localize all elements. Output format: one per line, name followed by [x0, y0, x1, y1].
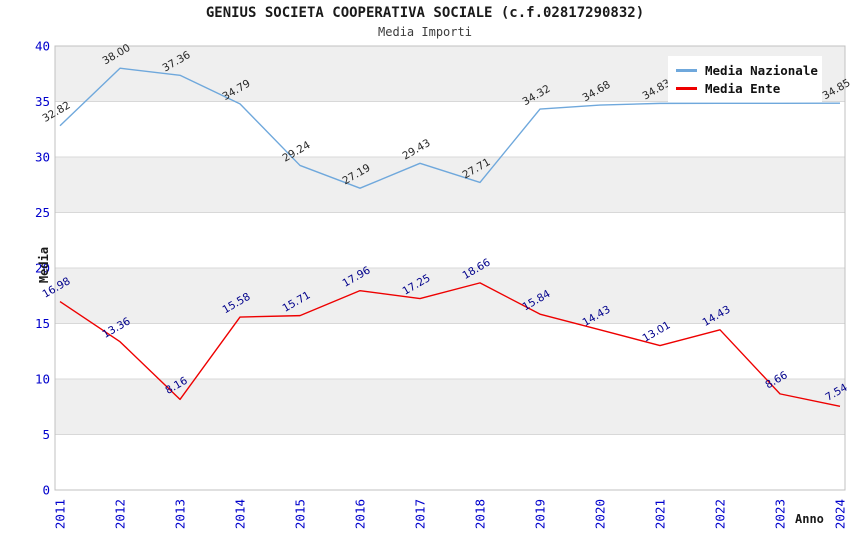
- plot-band: [55, 157, 845, 213]
- x-axis-title: Anno: [795, 512, 824, 526]
- plot-border: [54, 45, 846, 491]
- x-tick-label: 2018: [473, 499, 488, 529]
- x-tick-label: 2023: [773, 499, 788, 529]
- y-tick-label: 30: [35, 150, 50, 165]
- y-tick-label: 5: [42, 427, 50, 442]
- x-tick-label: 2013: [173, 499, 188, 529]
- y-tick-label: 35: [35, 94, 50, 109]
- y-tick-label: 25: [35, 205, 50, 220]
- x-tick-label: 2011: [53, 499, 68, 529]
- x-tick-label: 2015: [293, 499, 308, 529]
- y-axis-title: Media: [37, 246, 51, 284]
- legend-label-media-ente: Media Ente: [705, 80, 781, 96]
- chart-subtitle: Media Importi: [378, 25, 472, 39]
- plot-band: [55, 379, 845, 435]
- legend-label-media-nazionale: Media Nazionale: [705, 62, 818, 78]
- y-tick-label: 0: [42, 483, 50, 498]
- series-line-media-ente: [59, 282, 841, 407]
- x-tick-label: 2021: [653, 499, 668, 529]
- legend-item-media-ente: Media Ente: [676, 79, 822, 97]
- y-tick-label: 20: [35, 261, 50, 276]
- chart-title: GENIUS SOCIETA COOPERATIVA SOCIALE (c.f.…: [205, 5, 645, 21]
- x-tick-label: 2019: [533, 499, 548, 529]
- legend-swatch-media-ente: [676, 86, 697, 90]
- y-tick-label: 15: [35, 316, 50, 331]
- x-tick-label: 2017: [413, 499, 428, 529]
- legend-item-media-nazionale: Media Nazionale: [676, 61, 822, 79]
- y-tick-label: 40: [35, 39, 50, 54]
- plot-band: [55, 268, 845, 324]
- x-tick-label: 2020: [593, 499, 608, 529]
- x-tick-label: 2022: [713, 499, 728, 529]
- x-tick-label: 2024: [833, 499, 848, 529]
- x-tick-label: 2012: [113, 499, 128, 529]
- series-line-media-nazionale: [59, 67, 841, 189]
- legend-swatch-media-nazionale: [676, 68, 697, 72]
- legend: Media Nazionale Media Ente: [668, 56, 822, 102]
- x-tick-label: 2014: [233, 499, 248, 529]
- y-tick-label: 10: [35, 372, 50, 387]
- x-tick-label: 2016: [353, 499, 368, 529]
